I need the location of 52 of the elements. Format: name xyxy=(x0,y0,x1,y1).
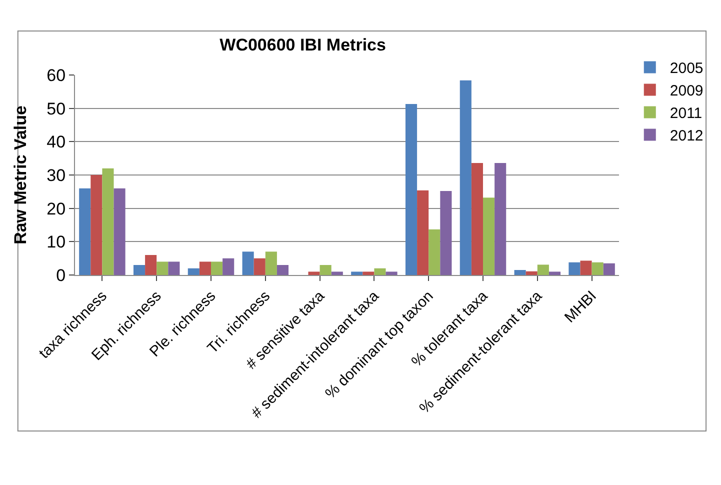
bar xyxy=(471,163,483,275)
bar xyxy=(537,264,549,275)
bar xyxy=(603,263,615,275)
bar xyxy=(90,175,102,275)
legend-label: 2005 xyxy=(670,60,704,78)
bar xyxy=(483,198,495,275)
legend-label: 2009 xyxy=(670,82,704,100)
bar xyxy=(386,272,398,275)
chart-title: WC00600 IBI Metrics xyxy=(220,36,386,55)
bar xyxy=(254,258,266,275)
bar xyxy=(133,265,146,275)
bar xyxy=(405,104,418,275)
bar xyxy=(114,188,126,275)
bar xyxy=(188,268,200,275)
y-axis-title: Raw Metric Value xyxy=(11,106,30,244)
bar xyxy=(440,191,452,275)
bar xyxy=(417,190,429,275)
y-tick-label: 30 xyxy=(46,166,66,185)
bar xyxy=(156,262,168,275)
bar xyxy=(265,252,277,275)
bar xyxy=(428,229,440,275)
bar xyxy=(548,272,561,275)
y-tick-label: 40 xyxy=(46,132,66,152)
y-tick-label: 50 xyxy=(46,99,66,118)
bar xyxy=(145,255,157,275)
bar xyxy=(79,188,91,275)
bar xyxy=(320,265,332,275)
bar xyxy=(222,258,234,275)
bar xyxy=(168,262,180,275)
bar xyxy=(351,272,363,275)
bar xyxy=(211,262,223,275)
bar xyxy=(276,265,289,275)
bar xyxy=(460,80,472,275)
bar xyxy=(199,262,211,275)
bar xyxy=(526,271,538,275)
bar xyxy=(242,252,254,275)
bar xyxy=(568,262,580,275)
bar xyxy=(308,272,320,275)
bar xyxy=(374,268,386,275)
y-tick-label: 0 xyxy=(56,266,66,285)
y-tick-label: 20 xyxy=(46,199,66,218)
bar xyxy=(331,272,343,275)
bar xyxy=(362,272,374,275)
bar xyxy=(494,163,506,275)
legend-label: 2011 xyxy=(670,105,702,122)
bar xyxy=(592,262,604,275)
bar xyxy=(102,168,114,275)
y-tick-label: 10 xyxy=(46,232,66,252)
bar xyxy=(580,260,592,275)
bar xyxy=(514,270,526,275)
legend-label: 2012 xyxy=(670,128,704,145)
y-tick-label: 60 xyxy=(46,66,66,85)
